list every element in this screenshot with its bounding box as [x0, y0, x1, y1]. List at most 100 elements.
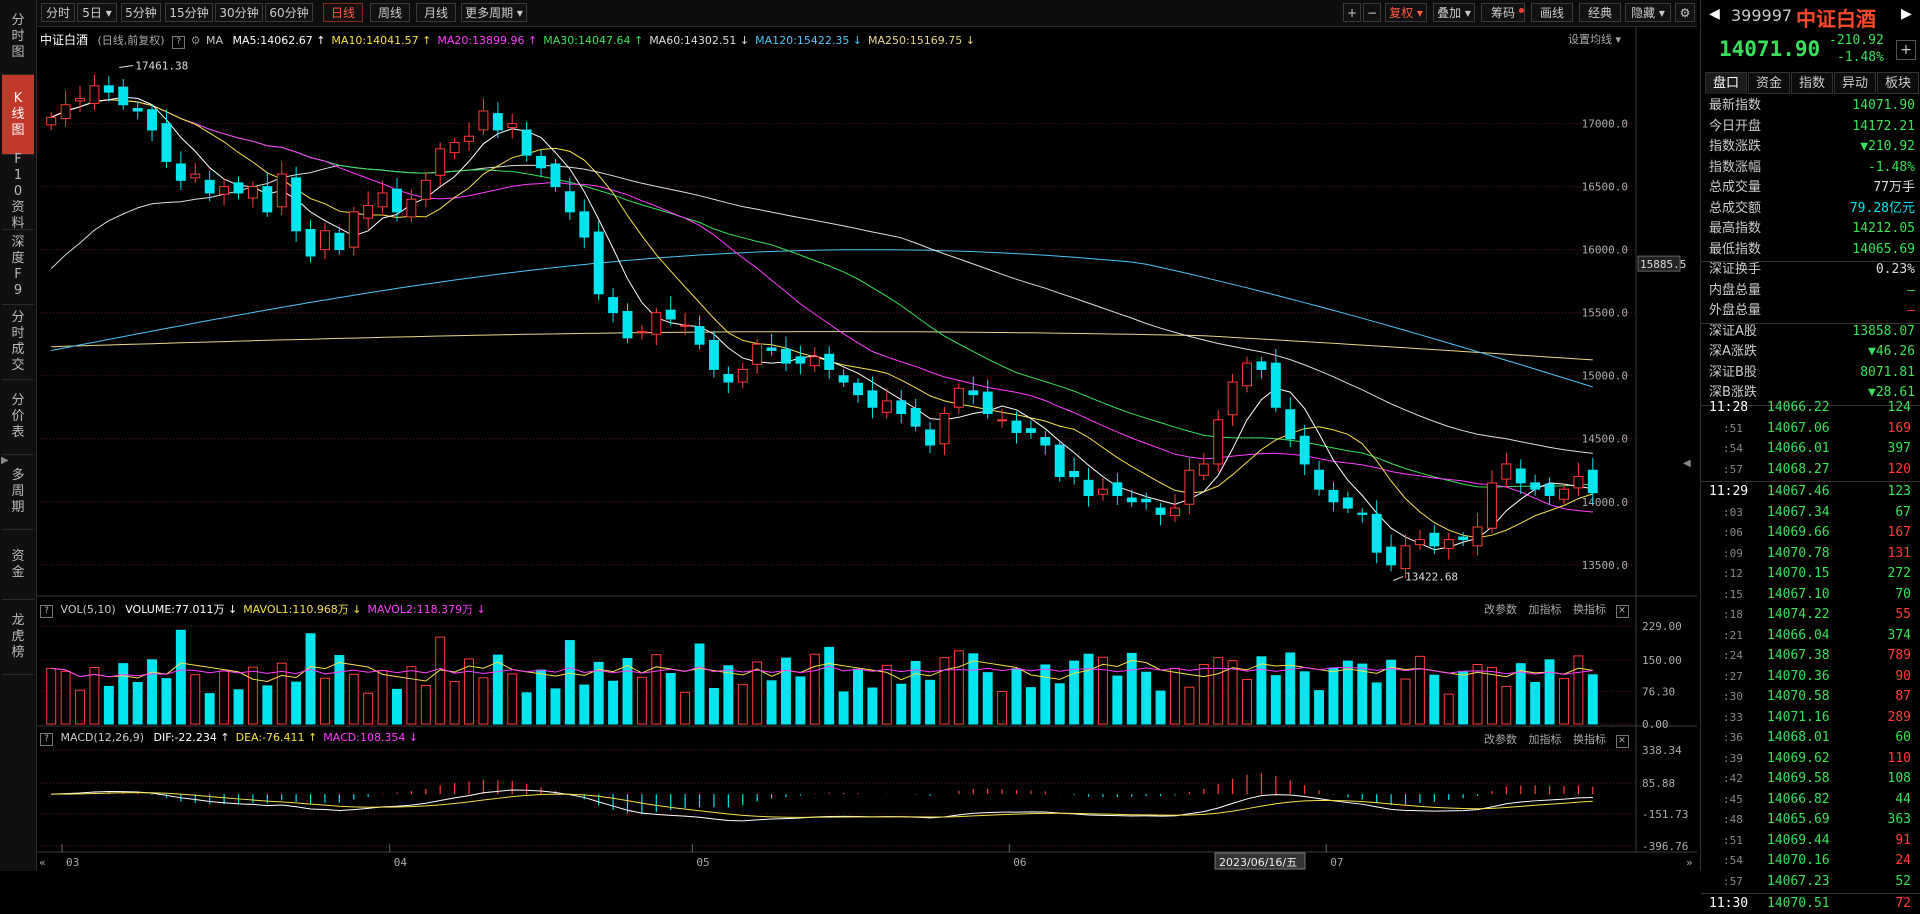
candle: [190, 173, 201, 179]
tick-price: 14068.27: [1767, 461, 1830, 477]
tab-timeshare[interactable]: 分时: [41, 3, 75, 22]
volume-bar: [1472, 664, 1483, 725]
tab-60min[interactable]: 60分钟: [265, 3, 313, 22]
tick-volume: 169: [1887, 420, 1911, 436]
tick-volume: 72: [1895, 896, 1911, 911]
vol-help-icon[interactable]: ?: [40, 605, 53, 618]
quote-tab-4[interactable]: 板块: [1877, 72, 1919, 94]
left-tab-5[interactable]: 分价表: [2, 380, 34, 455]
tab-monthly[interactable]: 月线: [416, 3, 456, 22]
zoom-out-button[interactable]: −: [1363, 3, 1381, 22]
left-arrow-icon[interactable]: ◀: [1709, 6, 1720, 22]
chart-area[interactable]: 17000.0 16500.0 16000.0 15500.0 15000.0 14500…: [37, 26, 1697, 871]
y-tick-label: 16000.0: [1582, 244, 1628, 257]
help-icon[interactable]: ?: [172, 36, 186, 49]
macd-y-tick-label: -151.73: [1642, 808, 1688, 821]
macd-switch-indicator[interactable]: 换指标: [1573, 733, 1606, 746]
left-tab-1[interactable]: K线图: [2, 75, 34, 155]
tick-volume: 60: [1895, 730, 1911, 745]
tick-volume: 70: [1895, 586, 1911, 602]
stat-value: 0.23%: [1875, 262, 1915, 277]
chips-alert-dot: [1519, 8, 1524, 13]
vol-switch-indicator[interactable]: 换指标: [1573, 603, 1606, 616]
tick-row: :57 14067.23 52: [1701, 872, 1920, 892]
vol-close-icon[interactable]: ✕: [1615, 605, 1629, 618]
ma-settings-button[interactable]: 设置均线 ▾: [1568, 33, 1622, 46]
volume-bar: [276, 662, 287, 725]
quote-tab-0[interactable]: 盘口: [1705, 72, 1747, 94]
quote-tab-2[interactable]: 指数: [1791, 72, 1833, 94]
volume-bar: [665, 673, 676, 725]
macd-y-tick-label: -396.76: [1642, 840, 1688, 853]
stat-label: 深证换手: [1709, 262, 1762, 277]
left-tab-4[interactable]: 分时成交: [2, 305, 34, 380]
quote-tab-1[interactable]: 资金: [1748, 72, 1790, 94]
classic-button[interactable]: 经典: [1579, 3, 1621, 22]
candle: [1544, 483, 1555, 496]
left-tab-3[interactable]: 深度F9: [2, 230, 34, 305]
quote-tab-3[interactable]: 异动: [1834, 72, 1876, 94]
tick-volume: 124: [1887, 400, 1911, 415]
macd-add-indicator[interactable]: 加指标: [1528, 733, 1562, 746]
left-tab-6[interactable]: 多周期: [2, 455, 34, 530]
candle: [406, 198, 417, 218]
draw-button[interactable]: 画线: [1531, 3, 1573, 22]
tick-time: :33: [1723, 710, 1743, 724]
candle: [953, 387, 964, 408]
collapse-arrow-icon[interactable]: ▶: [1, 455, 9, 466]
stat-value: 8071.81: [1860, 364, 1915, 380]
left-tab-7[interactable]: 资金: [2, 530, 34, 600]
candle: [175, 163, 186, 181]
mavol1-line: [51, 659, 1593, 682]
stat-row: 最低指数 14065.69: [1709, 240, 1915, 260]
tick-row: 11:30 14070.51 72: [1701, 894, 1920, 914]
volume-bar: [1112, 675, 1123, 725]
hide-button[interactable]: 隐藏 ▾: [1625, 3, 1671, 22]
zoom-in-button[interactable]: +: [1343, 3, 1361, 22]
tab-more-periods[interactable]: 更多周期 ▾: [461, 3, 527, 22]
candle: [478, 110, 489, 131]
ma-settings-icon[interactable]: ⚙: [190, 34, 201, 47]
tick-volume: 91: [1895, 832, 1911, 848]
candle: [1429, 532, 1440, 547]
chips-button[interactable]: 筹码: [1481, 3, 1525, 22]
volume-bar: [1097, 656, 1108, 725]
macd-close-icon[interactable]: ✕: [1615, 735, 1629, 748]
candle: [1126, 497, 1137, 503]
tick-time: :45: [1723, 792, 1743, 806]
stat-row: 深证换手 0.23%: [1709, 260, 1915, 280]
vol-change-params[interactable]: 改参数: [1484, 603, 1517, 616]
right-arrow-icon[interactable]: ▶: [1901, 6, 1912, 22]
left-tab-label: 多周期: [11, 468, 25, 515]
candle: [219, 186, 230, 195]
left-tab-8[interactable]: 龙虎榜: [2, 600, 34, 675]
stat-label: 内盘总量: [1709, 282, 1762, 298]
volume-bar: [204, 693, 215, 725]
tab-30min[interactable]: 30分钟: [215, 3, 263, 22]
x-tick-label: 06: [1013, 856, 1026, 869]
left-tab-0[interactable]: 分时图: [2, 0, 34, 75]
volume-bar: [103, 685, 114, 725]
tick-time: :30: [1723, 690, 1743, 703]
settings-gear-icon[interactable]: ⚙: [1675, 3, 1695, 22]
adjust-button[interactable]: 复权 ▾: [1385, 3, 1427, 22]
macd-help-icon[interactable]: ?: [40, 733, 53, 746]
tab-5day[interactable]: 5日 ▾: [77, 3, 117, 22]
add-watchlist-icon[interactable]: +: [1896, 40, 1916, 60]
tab-weekly[interactable]: 周线: [370, 3, 410, 22]
tab-15min[interactable]: 15分钟: [165, 3, 213, 22]
candle: [1141, 498, 1152, 503]
vol-add-indicator[interactable]: 加指标: [1528, 603, 1562, 616]
stat-value: —: [1907, 282, 1915, 298]
y-tick-label: 16500.0: [1582, 181, 1628, 194]
tab-5min[interactable]: 5分钟: [121, 3, 161, 22]
divider: [1701, 322, 1920, 324]
tick-time: :51: [1723, 833, 1743, 847]
candle: [392, 188, 402, 213]
macd-change-params[interactable]: 改参数: [1484, 733, 1517, 746]
overlay-button[interactable]: 叠加 ▾: [1433, 3, 1475, 22]
stat-row: 深证B股 8071.81: [1709, 363, 1915, 383]
tick-time: :57: [1723, 462, 1743, 476]
tab-daily[interactable]: 日线: [323, 3, 363, 22]
left-tab-2[interactable]: F10资料: [2, 152, 34, 231]
